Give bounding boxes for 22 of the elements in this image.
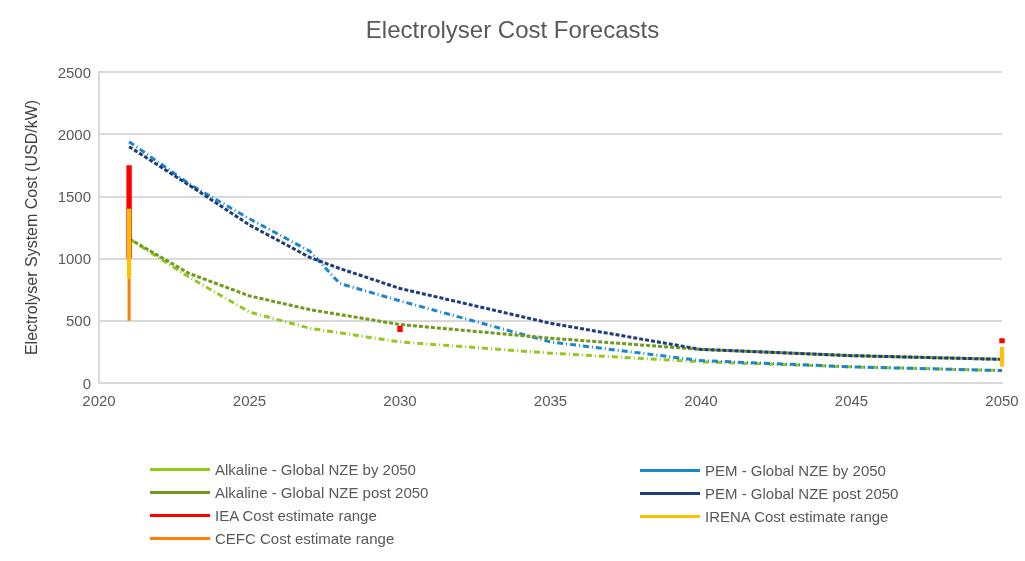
legend-label: PEM - Global NZE by 2050: [705, 462, 886, 479]
legend-label: CEFC Cost estimate range: [215, 530, 395, 547]
x-tick-label: 2020: [82, 392, 116, 409]
y-tick-label: 2000: [57, 125, 91, 143]
y-axis-title: Electrolyser System Cost (USD/kW): [22, 99, 40, 356]
x-tick-label: 2050: [985, 392, 1019, 409]
y-tick-label: 0: [82, 374, 91, 392]
legend-label: IEA Cost estimate range: [215, 507, 377, 524]
y-tick-label: 2500: [57, 63, 91, 81]
x-tick-label: 2045: [834, 392, 869, 409]
legend-label: PEM - Global NZE post 2050: [705, 485, 899, 502]
y-tick-label: 1500: [57, 187, 91, 205]
x-tick-label: 2030: [383, 392, 417, 409]
legend-label: Alkaline - Global NZE by 2050: [215, 461, 416, 478]
y-tick-label: 500: [65, 312, 91, 330]
y-tick-label: 1000: [57, 250, 91, 268]
x-tick-label: 2040: [684, 392, 718, 409]
chart-title: Electrolyser Cost Forecasts: [365, 15, 660, 43]
legend-label: Alkaline - Global NZE post 2050: [215, 484, 429, 501]
x-tick-label: 2025: [232, 392, 267, 409]
legend-label: IRENA Cost estimate range: [705, 508, 889, 525]
x-tick-label: 2035: [533, 392, 568, 409]
